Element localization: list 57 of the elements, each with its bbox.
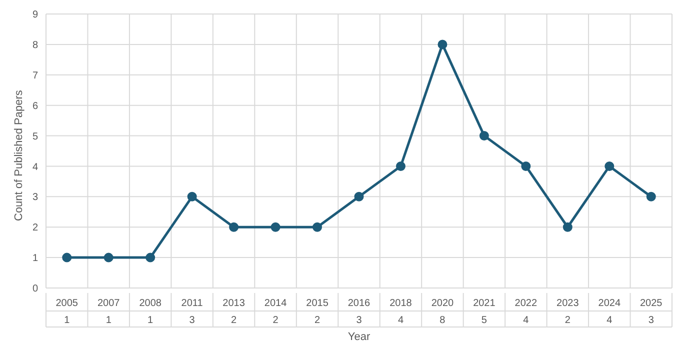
x-tick-label: 2013 xyxy=(222,298,246,309)
point xyxy=(146,252,156,262)
x-tick-label: 2022 xyxy=(514,298,538,309)
data-label: 3 xyxy=(356,315,362,326)
data-label: 4 xyxy=(523,315,530,326)
y-tick-label: 5 xyxy=(32,131,38,142)
data-label: 4 xyxy=(398,315,404,326)
x-tick-label: 2015 xyxy=(306,298,329,309)
x-tick-label: 2024 xyxy=(598,298,621,309)
x-tick-label: 2020 xyxy=(431,298,454,309)
point xyxy=(479,131,489,141)
x-tick-label: 2005 xyxy=(56,298,78,309)
y-tick-label: 7 xyxy=(32,70,38,82)
point xyxy=(396,161,406,171)
x-tick-label: 2025 xyxy=(640,298,663,309)
data-label: 2 xyxy=(272,315,279,326)
x-axis-title: Year xyxy=(348,331,370,343)
y-tick-label: 8 xyxy=(32,40,38,51)
point xyxy=(604,161,614,171)
y-tick-label: 1 xyxy=(32,253,38,264)
x-tick-label: 2011 xyxy=(181,298,204,309)
point xyxy=(521,161,531,171)
x-tick-label: 2023 xyxy=(556,298,580,309)
x-tick-label: 2016 xyxy=(348,298,371,309)
point xyxy=(646,192,656,202)
data-label: 2 xyxy=(231,315,238,326)
x-tick-label: 2014 xyxy=(264,298,288,309)
x-tick-label: 2018 xyxy=(390,298,412,309)
y-tick-label: 9 xyxy=(32,10,38,21)
x-tick-label: 2021 xyxy=(473,298,496,309)
point xyxy=(438,40,448,50)
y-tick-label: 6 xyxy=(32,100,38,112)
x-tick-label: 2007 xyxy=(97,298,120,309)
point xyxy=(562,222,572,232)
data-label: 2 xyxy=(564,315,571,326)
data-label: 8 xyxy=(440,315,446,326)
data-label: 3 xyxy=(648,315,654,326)
data-label: 2 xyxy=(314,315,320,326)
point xyxy=(229,222,239,232)
data-label: 3 xyxy=(189,315,196,326)
y-tick-label: 3 xyxy=(32,192,38,204)
data-label: 1 xyxy=(148,315,154,326)
point xyxy=(312,222,322,232)
point xyxy=(270,222,280,232)
y-tick-label: 2 xyxy=(32,222,38,234)
point xyxy=(187,192,197,202)
point xyxy=(104,252,114,262)
point xyxy=(62,252,72,262)
data-label: 4 xyxy=(606,315,613,326)
data-label: 1 xyxy=(64,315,70,326)
y-tick-label: 0 xyxy=(32,284,38,295)
data-label: 1 xyxy=(106,315,112,326)
x-tick-label: 2008 xyxy=(139,298,162,309)
data-label: 5 xyxy=(481,315,488,326)
point xyxy=(354,192,364,202)
y-axis-title: Count of Published Papers xyxy=(12,90,25,221)
y-tick-label: 4 xyxy=(32,162,38,173)
